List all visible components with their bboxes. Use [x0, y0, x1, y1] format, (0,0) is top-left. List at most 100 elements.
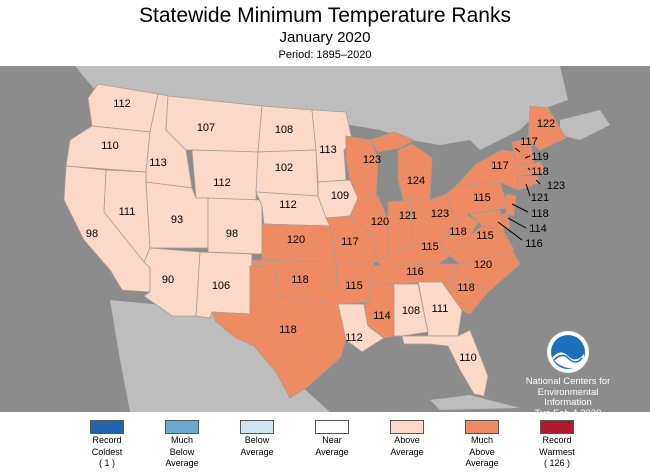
legend-label: Average: [165, 458, 199, 468]
rank-label-GA: 111: [432, 303, 449, 315]
legend: Record Coldest( 1 ) Much Below Average Below A…: [0, 412, 650, 475]
rank-label-CO: 98: [226, 228, 238, 240]
rank-label-MD: 116: [525, 238, 543, 250]
rank-label-DE: 114: [529, 223, 547, 235]
rank-label-UT: 93: [171, 214, 183, 226]
rank-label-KS: 120: [287, 234, 305, 246]
legend-swatch: [240, 420, 274, 434]
rank-label-MI: 124: [407, 175, 425, 187]
rank-label-IN: 121: [399, 210, 417, 222]
rank-label-NH: 119: [531, 151, 549, 163]
legend-swatch: [90, 420, 124, 434]
rank-label-VA: 115: [476, 230, 494, 242]
legend-label: Average: [390, 446, 424, 457]
legend-label: Below: [244, 435, 270, 445]
legend-label: Record: [92, 435, 122, 445]
state-MI[interactable]: [397, 143, 433, 203]
rank-label-OH: 123: [431, 208, 449, 220]
rank-label-ID: 113: [149, 157, 167, 169]
rank-label-OK: 118: [291, 274, 309, 286]
legend-swatch: [165, 420, 199, 434]
rank-label-KY: 115: [421, 241, 439, 253]
states-layer: [63, 83, 567, 399]
state-CO[interactable]: [207, 197, 263, 255]
period-label: Period: 1895–2020: [278, 49, 372, 61]
leader-line-MA: [527, 167, 531, 171]
leader-line-VT: [514, 147, 521, 153]
state-MN[interactable]: [311, 109, 353, 183]
legend-item: Much Above Average: [445, 420, 519, 469]
land-nova-scotia: [560, 110, 610, 140]
land-canada: [75, 66, 568, 150]
state-MD[interactable]: [469, 209, 505, 233]
land-mexico: [110, 300, 330, 412]
map-subtitle: January 2020: [279, 29, 371, 46]
rank-label-CA: 98: [86, 228, 98, 240]
rank-label-SD: 102: [275, 162, 293, 174]
rank-label-RI: 123: [547, 180, 565, 192]
legend-item: Near Average: [295, 420, 369, 457]
state-CT[interactable]: [517, 175, 533, 191]
legend-item: Record Warmest( 126 ): [520, 420, 594, 469]
legend-swatch: [390, 420, 424, 434]
rank-label-NV: 111: [119, 206, 136, 218]
rank-label-AZ: 90: [162, 274, 174, 286]
state-ME[interactable]: [527, 105, 567, 151]
credit-line-3: Information: [544, 397, 592, 408]
leader-line-RI: [535, 179, 541, 185]
leaders-layer: [497, 147, 541, 241]
rank-label-NJ: 118: [531, 208, 549, 220]
rank-label-WY: 112: [213, 177, 231, 189]
state-FL[interactable]: [401, 329, 489, 397]
noaa-logo-icon: [547, 331, 589, 373]
state-MA[interactable]: [515, 161, 547, 177]
rank-label-WI: 123: [363, 154, 381, 166]
rank-label-ME: 122: [537, 118, 555, 130]
rank-label-LA: 112: [345, 332, 363, 344]
rank-label-CT: 121: [531, 192, 549, 204]
legend-label: Average: [315, 446, 349, 457]
leader-line-NH: [524, 155, 531, 159]
rank-label-FL: 110: [459, 352, 477, 364]
state-AL[interactable]: [393, 283, 429, 337]
rank-label-ND: 108: [275, 124, 293, 136]
leader-line-DE: [507, 217, 527, 229]
rank-label-TN: 116: [406, 266, 424, 278]
leader-line-MD: [497, 221, 523, 241]
leader-line-CT: [525, 183, 531, 197]
legend-item: Above Average: [370, 420, 444, 457]
credit-line-1: National Centers for: [525, 376, 611, 387]
legend-label: Average: [465, 458, 499, 468]
legend-label: Below: [169, 446, 195, 457]
map-panel: 112 110 98 113 111 107 112 93 98 90 106 108 102 112 12…: [0, 66, 650, 418]
noaa-logo: [546, 330, 590, 374]
legend-label: Record: [542, 435, 572, 445]
rank-label-IL: 120: [371, 216, 389, 228]
state-NH[interactable]: [521, 137, 535, 167]
rank-label-PA: 115: [473, 192, 491, 204]
state-OR[interactable]: [65, 125, 151, 173]
credit-line-2: Environmental: [537, 386, 599, 398]
legend-swatch: [540, 420, 574, 434]
rank-label-MS: 114: [373, 310, 391, 322]
rank-label-MA: 118: [531, 166, 549, 178]
rank-label-AR: 115: [345, 280, 363, 292]
rank-label-IA: 109: [331, 190, 349, 202]
rank-label-NY: 117: [491, 160, 509, 172]
rank-label-SC: 118: [457, 282, 475, 294]
state-NJ[interactable]: [505, 193, 517, 217]
state-TX[interactable]: [211, 265, 347, 399]
rank-label-OR: 110: [101, 140, 119, 152]
rank-label-WA: 112: [113, 98, 131, 110]
legend-label: Above: [394, 435, 420, 445]
land-cuba: [430, 395, 520, 410]
rank-label-NE: 112: [279, 199, 297, 211]
rank-label-NM: 106: [212, 280, 230, 292]
rank-label-TX: 118: [279, 324, 297, 336]
legend-label: ( 126 ): [543, 458, 570, 468]
state-MI-upper[interactable]: [369, 131, 415, 153]
rank-label-VT: 117: [520, 136, 538, 148]
leader-line-NJ: [511, 203, 529, 213]
state-WY[interactable]: [191, 149, 259, 201]
legend-label: Average: [240, 446, 274, 457]
